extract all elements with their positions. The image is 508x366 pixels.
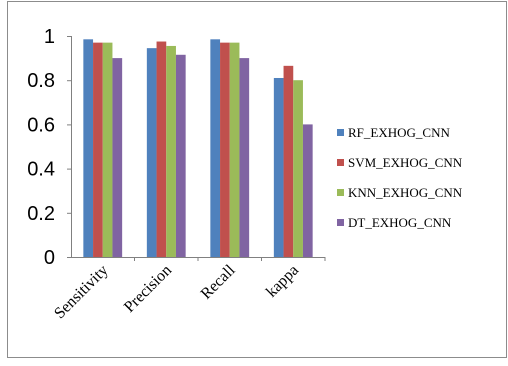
bar (293, 80, 303, 257)
chart-border (7, 1, 507, 358)
bar (175, 54, 186, 257)
y-tick-label: 0.4 (27, 159, 55, 181)
legend-swatch (337, 219, 344, 226)
bar (166, 45, 176, 257)
legend-label: KNN_EXHOG_CNN (348, 185, 463, 200)
legend-swatch (337, 189, 344, 196)
legend-swatch (337, 159, 344, 166)
y-tick-label: 1 (44, 26, 55, 48)
legend-label: RF_EXHOG_CNN (348, 125, 450, 140)
y-tick-label: 0.2 (27, 203, 55, 225)
y-tick-label: 0 (44, 247, 55, 269)
legend-label: DT_EXHOG_CNN (348, 215, 452, 230)
bar (83, 39, 94, 257)
bar (273, 77, 284, 258)
bar (156, 41, 167, 258)
bar (210, 39, 221, 257)
y-tick-label: 0.8 (27, 70, 55, 92)
bar (302, 124, 313, 258)
bar (229, 42, 240, 257)
bar (283, 65, 294, 258)
bar (93, 42, 103, 257)
bar (220, 42, 230, 257)
bar (102, 42, 113, 257)
bar (146, 48, 157, 257)
y-ticks: 0 0.2 0.4 0.6 0.8 1 (27, 26, 71, 269)
y-tick-label: 0.6 (27, 114, 55, 136)
bar (112, 58, 123, 257)
bar (239, 58, 250, 257)
bars-layer (83, 39, 313, 258)
legend-swatch (337, 129, 344, 136)
legend-label: SVM_EXHOG_CNN (348, 155, 463, 170)
legend: RF_EXHOG_CNN SVM_EXHOG_CNN KNN_EXHOG_CNN DT… (337, 125, 463, 230)
